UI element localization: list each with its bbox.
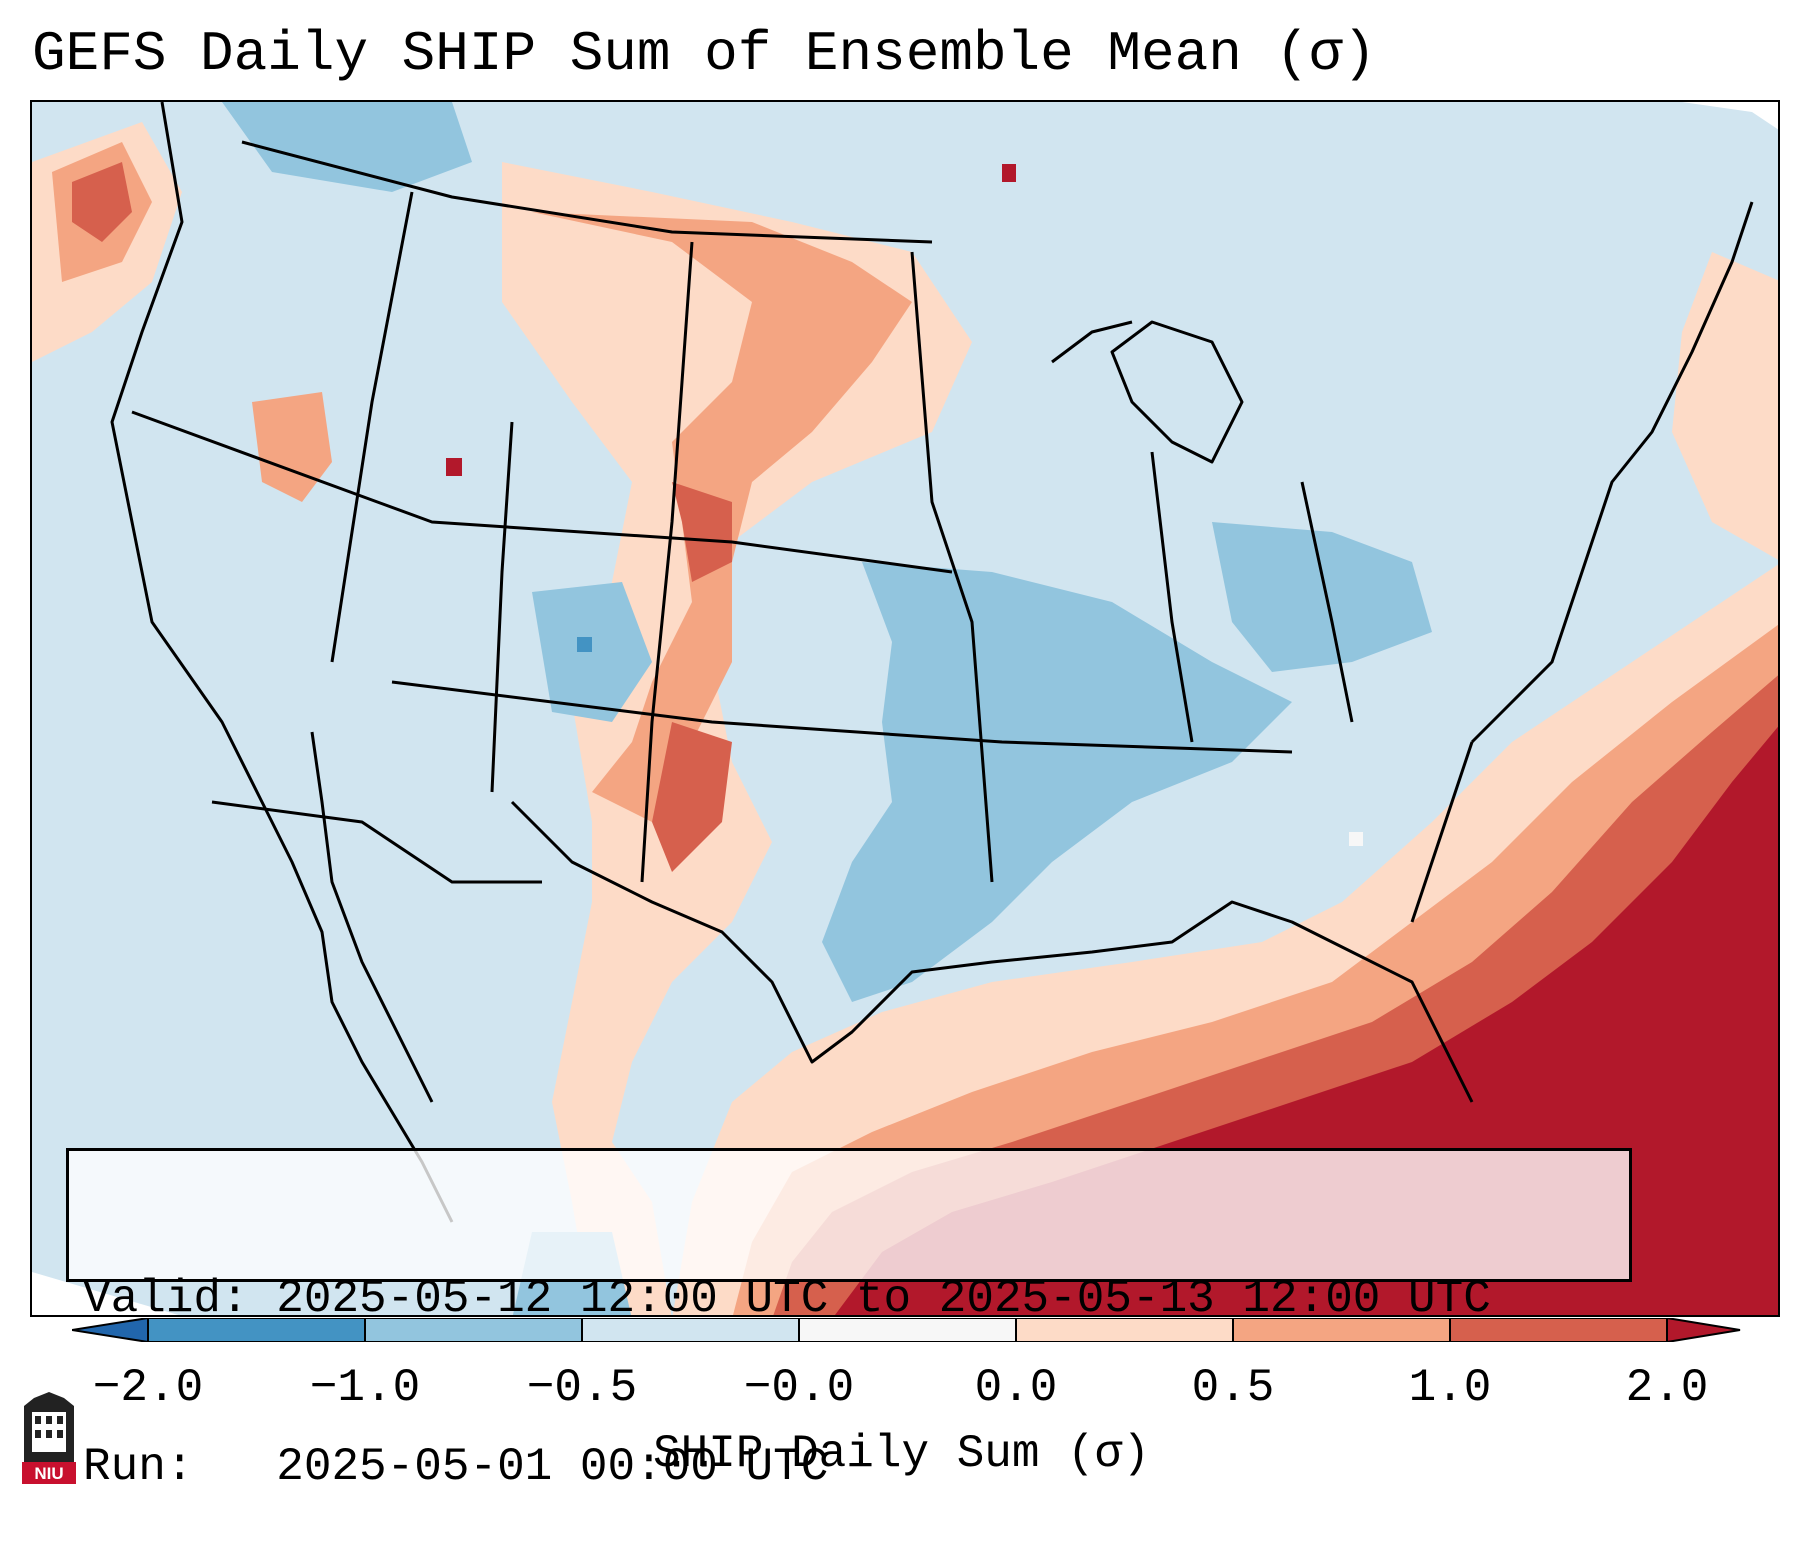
colorbar-tick-label: 0.0 <box>974 1362 1058 1414</box>
colorbar-tick-label: 1.0 <box>1408 1362 1492 1414</box>
atlantic-coastline <box>1470 201 1754 744</box>
state-line-5 <box>910 251 994 883</box>
state-line-3 <box>330 191 414 663</box>
run-time-line: Run: 2025-05-01 00:00 UTC <box>83 1441 829 1493</box>
niu-university-logo: NIU <box>22 1392 76 1484</box>
colorbar-extend-low <box>72 1318 148 1342</box>
colorbar-bin-4 <box>799 1318 1016 1342</box>
colorbar-label: SHIP Daily Sum (σ) <box>653 1428 1150 1480</box>
colorbar-outline <box>72 1318 1741 1342</box>
west-coastline <box>110 102 454 1223</box>
anomaly-1.0-to-2.0-plains <box>652 482 732 872</box>
political-boundaries <box>110 102 1754 1223</box>
state-line-6 <box>211 800 542 884</box>
anomaly-0-to-0.5-northeast <box>1672 252 1778 560</box>
colorbar-tick-label: −2.0 <box>92 1362 204 1414</box>
colorbar-bin-5 <box>1016 1318 1233 1342</box>
state-line-7 <box>490 421 514 793</box>
colorbar-bin-7 <box>1450 1318 1667 1342</box>
chart-title: GEFS Daily SHIP Sum of Ensemble Mean (σ) <box>32 22 1377 86</box>
state-line-2 <box>391 680 1293 754</box>
colorbar-tick-label: −0.0 <box>743 1362 855 1414</box>
state-line-9 <box>1300 481 1354 723</box>
ship-field-map <box>32 102 1778 1315</box>
state-line-8 <box>1150 451 1194 743</box>
anomaly-near-zero-cell <box>1349 832 1363 846</box>
colorbar-ticks <box>147 1318 1668 1342</box>
canada-border <box>241 140 933 244</box>
state-line-1 <box>131 410 953 574</box>
great-lakes-outline <box>1110 320 1244 464</box>
colorbar-bin-1 <box>148 1318 365 1342</box>
anomaly-minus-0.5-to-minus-1.0-ohio <box>1212 522 1432 672</box>
anomaly-minus-1.0-to-minus-2.0-cell <box>577 637 592 652</box>
anomaly-1.0-to-2.0-pacific <box>72 162 132 242</box>
validity-info-box: Valid: 2025-05-12 12:00 UTC to 2025-05-1… <box>66 1148 1632 1493</box>
colorbar-tick-label: −1.0 <box>309 1362 421 1414</box>
anomaly-minus-0.5-to-minus-1.0-central <box>822 562 1292 1002</box>
colorbar-tick-label: 0.5 <box>1191 1362 1275 1414</box>
baja-coastline <box>310 731 434 1103</box>
colorbar-bin-2 <box>365 1318 582 1342</box>
colorbar-bin-3 <box>582 1318 799 1342</box>
colorbar-tick-label: 2.0 <box>1625 1362 1709 1414</box>
florida-peninsula <box>1410 741 1474 923</box>
anomaly-minus-0.5-to-minus-1.0-montana <box>222 102 472 192</box>
great-lakes-outline-2 <box>1051 320 1133 364</box>
colorbar <box>72 1318 1741 1342</box>
logo-text: NIU <box>34 1464 63 1483</box>
state-line-4 <box>640 241 694 883</box>
anomaly-above-2.0-cell-nd <box>1002 164 1016 182</box>
map-panel <box>30 100 1780 1317</box>
anomaly-above-2.0-cell-utah <box>446 458 462 476</box>
anomaly-0.5-to-1.0-northwest <box>252 392 332 502</box>
colorbar-bin-6 <box>1233 1318 1450 1342</box>
colorbar-extend-high <box>1667 1318 1740 1342</box>
colorbar-tick-label: −0.5 <box>526 1362 638 1414</box>
gulf-coastline <box>510 800 1474 1103</box>
valid-time-line: Valid: 2025-05-12 12:00 UTC to 2025-05-1… <box>83 1273 1491 1325</box>
